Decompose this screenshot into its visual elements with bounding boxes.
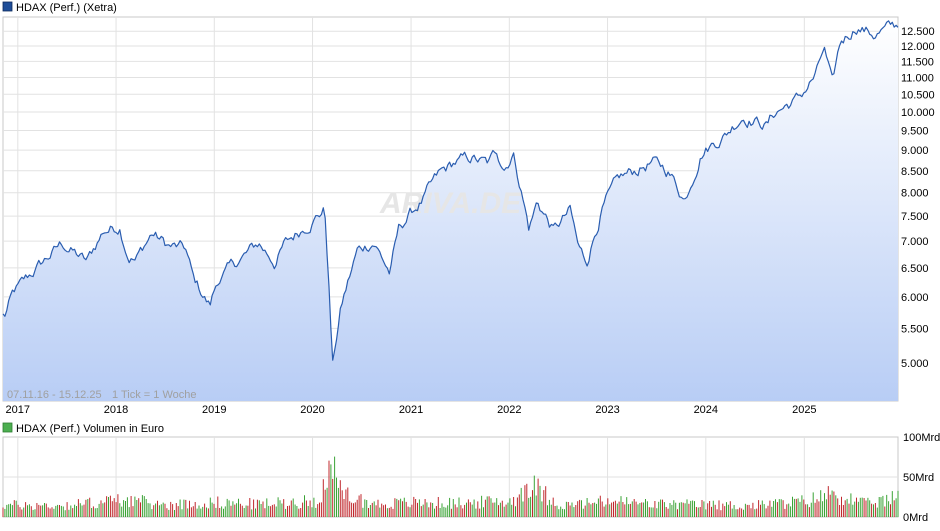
x-tick-label: 2025 (792, 404, 816, 416)
price-y-tick-label: 5.500 (901, 323, 929, 335)
price-y-axis: 5.000 5.500 6.000 6.500 7.000 7.500 8.000 8.500… (901, 26, 935, 370)
legend-marker-volume (2, 422, 13, 433)
price-y-tick-label: 9.000 (901, 145, 929, 157)
volume-y-tick-label: 100Mrd (903, 432, 940, 444)
price-y-tick-label: 10.500 (901, 89, 935, 101)
price-y-tick-label: 8.000 (901, 188, 929, 200)
price-y-tick-label: 6.500 (901, 263, 929, 275)
price-area-fill (3, 20, 898, 402)
volume-y-tick-label: 0Mrd (903, 512, 928, 524)
price-x-axis: 2017 2018 2019 2020 2021 2022 2023 2024 2025 (6, 404, 817, 416)
x-tick-label: 2020 (300, 404, 324, 416)
price-y-tick-label: 12.500 (901, 26, 935, 38)
price-y-tick-label: 7.000 (901, 236, 929, 248)
tick-note: 1 Tick = 1 Woche (112, 389, 196, 401)
price-y-tick-label: 6.000 (901, 292, 929, 304)
x-tick-label: 2019 (202, 404, 226, 416)
x-tick-label: 2024 (694, 404, 718, 416)
price-y-tick-label: 11.000 (901, 72, 934, 84)
volume-grid (3, 437, 898, 517)
x-tick-label: 2021 (399, 404, 423, 416)
price-y-tick-label: 7.500 (901, 211, 929, 223)
price-y-tick-label: 11.500 (901, 56, 934, 68)
volume-bars (2, 456, 899, 517)
price-y-tick-label: 10.000 (901, 107, 935, 119)
x-tick-label: 2018 (104, 404, 128, 416)
legend-label-price: HDAX (Perf.) (Xetra) (16, 2, 117, 14)
watermark: ARIVA.DE (379, 187, 522, 220)
legend-label-volume: HDAX (Perf.) Volumen in Euro (16, 423, 164, 435)
volume-y-tick-label: 50Mrd (903, 472, 934, 484)
x-tick-label: 2022 (497, 404, 521, 416)
price-y-tick-label: 9.500 (901, 126, 929, 138)
price-y-tick-label: 12.000 (901, 41, 935, 53)
price-series-line (2, 20, 899, 361)
price-y-tick-label: 8.500 (901, 166, 929, 178)
legend-marker-price (2, 1, 13, 12)
x-tick-label: 2023 (595, 404, 619, 416)
range-label: 07.11.16 - 15.12.25 (7, 389, 102, 401)
volume-y-axis: 100Mrd 50Mrd 0Mrd (903, 432, 940, 524)
x-tick-label: 2017 (6, 404, 30, 416)
price-y-tick-label: 5.000 (901, 358, 929, 370)
